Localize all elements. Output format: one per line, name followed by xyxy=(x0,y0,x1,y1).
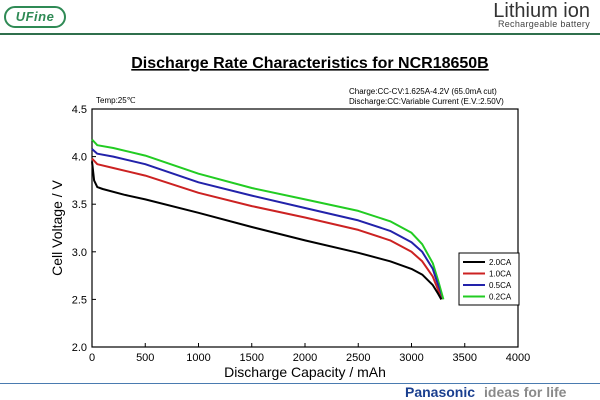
legend-label: 2.0CA xyxy=(489,258,512,267)
x-tick-label: 4000 xyxy=(506,352,530,364)
panasonic-logo: Panasonic xyxy=(405,384,476,400)
y-tick-label: 3.5 xyxy=(72,199,87,211)
series-line-0-5ca xyxy=(91,148,443,300)
y-tick-label: 4.0 xyxy=(72,152,87,164)
charge-note: Charge:CC-CV:1.625A-4.2V (65.0mA cut) xyxy=(349,87,497,96)
y-tick-label: 2.0 xyxy=(72,342,87,354)
footer-tagline: ideas for life xyxy=(484,384,567,400)
brand-subtitle: Rechargeable battery xyxy=(497,19,590,29)
series-line-1-0ca xyxy=(91,157,443,300)
legend-label: 1.0CA xyxy=(489,270,512,279)
x-tick-label: 1500 xyxy=(240,352,264,364)
ufine-logo: UFine xyxy=(4,6,66,28)
legend: 2.0CA 1.0CA 0.5CA 0.2CA xyxy=(458,252,520,306)
footer-divider xyxy=(0,383,600,384)
x-tick-label: 2000 xyxy=(293,352,317,364)
series-line-0-2ca xyxy=(91,138,445,300)
x-tick-label: 1000 xyxy=(186,352,210,364)
discharge-chart: Discharge Rate Characteristics for NCR18… xyxy=(49,55,531,380)
y-axis-label: Cell Voltage / V xyxy=(49,179,65,275)
axes-layer: 0 500 1000 1500 2000 2500 3000 3500 4000 2.0 2.5 3.… xyxy=(72,104,531,364)
x-axis-label: Discharge Capacity / mAh xyxy=(224,364,386,380)
temperature-note: Temp:25℃ xyxy=(96,96,136,105)
brand-title: Lithium ion xyxy=(493,0,590,22)
plot-frame xyxy=(91,108,519,348)
discharge-note: Discharge:CC:Variable Current (E.V.:2.50… xyxy=(349,97,504,106)
legend-label: 0.2CA xyxy=(489,293,512,302)
x-tick-label: 3000 xyxy=(399,352,423,364)
header-divider xyxy=(0,33,600,35)
series-layer xyxy=(91,138,445,300)
x-tick-label: 500 xyxy=(136,352,154,364)
y-tick-label: 4.5 xyxy=(72,104,87,116)
y-tick-label: 2.5 xyxy=(72,294,87,306)
series-line-2-0ca xyxy=(91,161,443,300)
x-tick-label: 2500 xyxy=(346,352,370,364)
x-tick-label: 0 xyxy=(89,352,95,364)
legend-label: 0.5CA xyxy=(489,281,512,290)
logo-text: UFine xyxy=(15,9,55,24)
x-tick-label: 3500 xyxy=(453,352,477,364)
chart-title: Discharge Rate Characteristics for NCR18… xyxy=(131,55,488,72)
y-tick-label: 3.0 xyxy=(72,247,87,259)
